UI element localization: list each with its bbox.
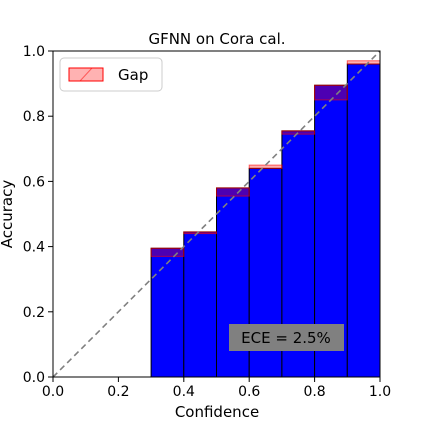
gap-bar	[248, 164, 283, 169]
accuracy-bar	[150, 247, 185, 378]
y-tick-label: 1.0	[23, 44, 45, 60]
x-tick-label: 1.0	[369, 384, 391, 400]
gap-layer	[150, 60, 381, 257]
perfect-calibration-line	[52, 50, 381, 378]
x-tick-label: 0.6	[238, 384, 260, 400]
y-axis-ticks: 0.0 0.2 0.4 0.6 0.8 1.0	[23, 44, 53, 386]
y-axis-label: Accuracy	[0, 180, 16, 249]
legend-swatch-hatch	[79, 67, 93, 82]
gap-bar	[150, 247, 185, 257]
y-tick-label: 0.2	[23, 305, 45, 321]
plot-area	[52, 50, 381, 378]
x-axis-ticks: 0.0 0.2 0.4 0.6 0.8 1.0	[42, 377, 391, 400]
gap-bar	[314, 84, 348, 101]
x-axis-label: Confidence	[175, 403, 259, 421]
y-tick-label: 0.6	[23, 174, 45, 190]
ece-annotation-text: ECE = 2.5%	[241, 329, 331, 347]
gap-bar	[216, 187, 250, 197]
gap-bar	[183, 231, 218, 235]
x-tick-label: 0.2	[107, 384, 129, 400]
y-tick-label: 0.0	[23, 370, 45, 386]
ece-annotation: ECE = 2.5%	[229, 324, 344, 351]
ece-annotation-box	[229, 324, 344, 351]
x-tick-label: 0.8	[303, 384, 325, 400]
y-tick-label: 0.4	[23, 240, 45, 256]
accuracy-bar	[346, 63, 381, 378]
gap-bar	[281, 130, 316, 135]
legend-label-gap: Gap	[118, 66, 148, 84]
legend-box	[59, 57, 163, 92]
x-tick-label: 0.0	[42, 384, 64, 400]
x-tick-label: 0.4	[173, 384, 195, 400]
accuracy-bar	[183, 231, 218, 378]
gap-bar	[346, 60, 381, 65]
chart-title: GFNN on Cora cal.	[148, 30, 285, 48]
y-tick-label: 0.8	[23, 109, 45, 125]
legend: Gap	[59, 57, 163, 92]
plot-frame	[52, 50, 381, 378]
